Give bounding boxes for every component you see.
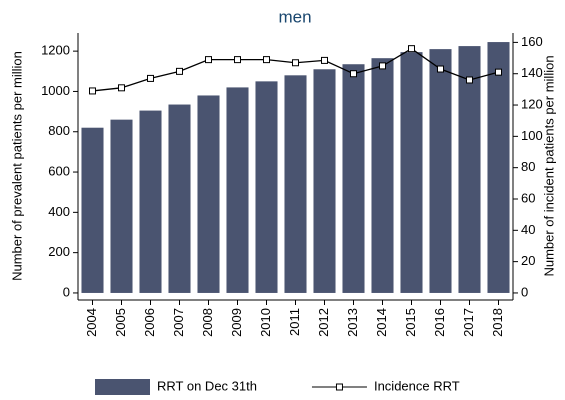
y-tick-label: 600	[48, 163, 70, 178]
x-tick-label: 2005	[113, 308, 128, 337]
legend-label: RRT on Dec 31th	[157, 378, 257, 393]
bar	[429, 49, 452, 293]
legend-marker	[335, 383, 343, 391]
legend-swatch	[95, 379, 150, 395]
y2-tick-label: 120	[521, 96, 543, 111]
x-tick-label: 2017	[461, 308, 476, 337]
y-tick-label: 1200	[41, 43, 70, 58]
bar	[139, 110, 162, 293]
x-tick-label: 2016	[432, 308, 447, 337]
y2-axis-label: Number of incident patients per million	[541, 55, 556, 276]
line-marker	[495, 68, 502, 76]
x-tick-label: 2014	[374, 308, 389, 337]
x-tick-label: 2012	[316, 308, 331, 337]
legend-label: Incidence RRT	[374, 378, 460, 393]
y2-tick-label: 80	[521, 159, 535, 174]
x-tick-label: 2011	[287, 308, 302, 336]
bar	[400, 52, 423, 293]
line-marker	[176, 67, 183, 75]
bar	[255, 81, 278, 293]
bar	[81, 127, 104, 293]
bar	[168, 104, 191, 293]
bar	[284, 75, 307, 293]
x-tick-label: 2008	[200, 308, 215, 337]
line-marker	[89, 87, 96, 95]
bar	[458, 46, 481, 293]
bar	[110, 119, 133, 293]
y-tick-label: 1000	[41, 83, 70, 98]
line-marker	[466, 76, 473, 84]
y-tick-label: 400	[48, 204, 70, 219]
bar	[487, 42, 510, 293]
line-marker	[379, 62, 386, 70]
line-marker	[147, 74, 154, 82]
x-tick-label: 2013	[345, 308, 360, 337]
y2-tick-label: 160	[521, 34, 543, 49]
line-marker	[437, 65, 444, 73]
y-tick-label: 0	[63, 284, 70, 299]
y-tick-label: 800	[48, 123, 70, 138]
line-marker	[408, 45, 415, 53]
y-axis-label: Number of prevalent patients per million	[9, 51, 24, 281]
line-marker	[321, 56, 328, 64]
line-marker	[350, 70, 357, 78]
chart-title: men	[278, 7, 311, 26]
y2-tick-label: 0	[521, 284, 528, 299]
y-tick-label: 200	[48, 244, 70, 259]
bar	[226, 87, 249, 293]
x-tick-label: 2006	[142, 308, 157, 337]
x-tick-label: 2007	[171, 308, 186, 337]
bar	[342, 64, 365, 293]
bar	[197, 95, 220, 293]
y2-tick-label: 40	[521, 222, 535, 237]
x-tick-label: 2015	[403, 308, 418, 337]
line-marker	[234, 56, 241, 64]
y2-tick-label: 20	[521, 253, 535, 268]
y2-tick-label: 140	[521, 65, 543, 80]
y2-tick-label: 100	[521, 128, 543, 143]
bar	[313, 69, 336, 293]
y2-tick-label: 60	[521, 190, 535, 205]
bar	[371, 58, 394, 293]
x-tick-label: 2018	[490, 308, 505, 337]
x-tick-label: 2009	[229, 308, 244, 337]
line-marker	[205, 56, 212, 64]
x-tick-label: 2010	[258, 308, 273, 337]
x-tick-label: 2004	[84, 308, 99, 337]
line-marker	[118, 84, 125, 92]
line-marker	[292, 59, 299, 67]
line-marker	[263, 56, 270, 64]
